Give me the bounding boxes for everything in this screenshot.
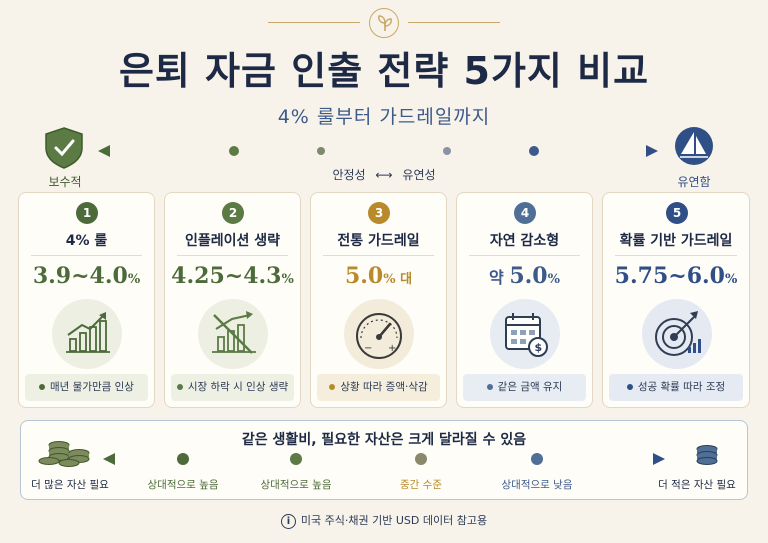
conservative-label: 보수적 [48,175,82,189]
strategy-number: 1 [76,202,98,224]
footer-text: 미국 주식·채권 기반 USD 데이터 참고용 [300,514,488,527]
page-subtitle: 4% 룰부터 가드레일까지 [277,106,491,128]
ornament-line-left [268,22,360,23]
page-title: 은퇴 자금 인출 전략 5가지 비교 [118,49,650,93]
bullet-icon [329,384,336,390]
asset-level-label: 상대적으로 낮음 [501,479,573,491]
note-text: 매년 물가만큼 인상 [50,381,134,393]
strategy-name: 자연 감소형 [489,233,560,249]
small-coin-stack-icon [696,445,718,465]
bullet-icon [176,384,183,390]
withdrawal-rate: 약 5.0% [457,263,592,289]
bullet-icon [626,384,633,390]
strategy-card-1: 1 4% 룰 3.9~4.0% 매년 물가만큼 인상 [18,192,155,408]
rate-prefix: 약 [489,268,510,287]
target-icon [642,299,712,369]
strategy-card-4: 4 자연 감소형 약 5.0% $ 같은 금액 유지 [456,192,593,408]
strategy-name: 확률 기반 가드레일 [619,233,733,249]
info-icon: i [280,513,296,529]
asset-comparison-panel: 같은 생활비, 필요한 자산은 크게 달라질 수 있음 [20,420,748,500]
strategy-number: 4 [514,202,536,224]
crossed-chart-icon [198,299,268,369]
divider [469,255,580,256]
asset-comparison-title: 같은 생활비, 필요한 자산은 크게 달라질 수 있음 [241,432,527,448]
withdrawal-rate: 3.9~4.0% [19,263,154,289]
rate-value: 5.0 [344,263,384,289]
strategy-card-5: 5 확률 기반 가드레일 5.75~6.0% 성공 확률 따라 조정 [602,192,750,408]
strategy-note: 성공 확률 따라 조정 [609,374,743,401]
rate-value: 3.9~4.0 [32,263,128,289]
strategy-name: 4% 룰 [65,233,108,249]
sprout-icon [369,8,399,38]
top-ornament [0,8,768,38]
strategy-number: 5 [666,202,688,224]
divider [323,255,434,256]
rate-unit: % [127,272,141,287]
strategy-number: 3 [368,202,390,224]
fewer-assets-label: 더 적은 자산 필요 [658,479,736,491]
withdrawal-rate: 5.0% 대 [311,263,446,289]
bar-growth-icon [52,299,122,369]
rate-unit: % 대 [383,272,413,287]
double-arrow-icon: ⟷ [375,168,393,182]
calendar-dollar-icon: $ [490,299,560,369]
strategy-note: 상황 따라 증액·삭감 [317,374,440,401]
strategy-name: 인플레이션 생략 [184,233,281,249]
bullet-icon [486,384,493,390]
rate-value: 5.0 [509,263,548,289]
withdrawal-rate: 5.75~6.0% [603,263,749,289]
strategy-cards: 1 4% 룰 3.9~4.0% 매년 물가만큼 인상 2 인플레이션 생략 4.… [18,192,750,408]
flexibility-text: 유연성 [402,168,436,182]
strategy-name: 전통 가드레일 [337,233,420,249]
more-assets-label: 더 많은 자산 필요 [31,479,109,491]
note-text: 상황 따라 증액·삭감 [340,381,428,393]
note-text: 시장 하락 시 인상 생략 [187,381,289,393]
divider [31,255,142,256]
strategy-card-3: 3 전통 가드레일 5.0% 대 − + 상황 따라 증액·삭감 [310,192,447,408]
asset-level-label: 중간 수준 [400,479,442,491]
rate-unit: % [281,272,294,287]
strategy-note: 매년 물가만큼 인상 [25,374,148,401]
note-text: 성공 확률 따라 조정 [637,381,726,393]
withdrawal-rate: 4.25~4.3% [165,263,300,289]
svg-text:+: + [388,343,396,354]
shield-check-icon [45,127,83,169]
divider [615,255,737,256]
asset-level-label: 상대적으로 높음 [147,479,219,491]
rate-unit: % [724,272,738,287]
note-text: 같은 금액 유지 [497,381,563,393]
strategy-note: 시장 하락 시 인상 생략 [171,374,294,401]
spectrum-bar [45,127,713,169]
strategy-note: 같은 금액 유지 [463,374,586,401]
gauge-icon: − + [344,299,414,369]
svg-text:$: $ [535,341,543,354]
rate-value: 5.75~6.0 [614,263,725,289]
footer-note: i 미국 주식·채권 기반 USD 데이터 참고용 [0,512,768,529]
rate-unit: % [547,272,560,287]
stability-text: 안정성 [332,168,366,182]
sailboat-icon [675,127,713,165]
strategy-card-2: 2 인플레이션 생략 4.25~4.3% 시장 하락 시 인상 생략 [164,192,301,408]
coin-stack-icon [38,441,90,467]
asset-level-label: 상대적으로 높음 [260,479,332,491]
bullet-icon [39,384,46,390]
stability-flexibility-label: 안정성 ⟷ 유연성 [300,166,468,183]
divider [177,255,288,256]
strategy-number: 2 [222,202,244,224]
ornament-line-right [408,22,500,23]
flexible-label: 유연함 [677,175,711,189]
svg-text:−: − [364,343,372,354]
rate-value: 4.25~4.3 [171,263,282,289]
asset-spectrum [38,441,718,467]
